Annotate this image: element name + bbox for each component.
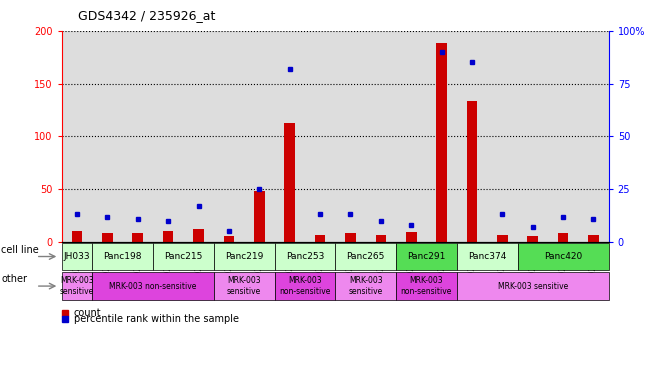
Text: Panc420: Panc420: [544, 252, 582, 261]
Bar: [457, 31, 487, 242]
Bar: [214, 243, 275, 270]
Bar: [396, 243, 457, 270]
Bar: [163, 231, 173, 242]
Bar: [62, 272, 92, 300]
Bar: [396, 31, 426, 242]
Bar: [214, 31, 244, 242]
Text: Panc291: Panc291: [408, 252, 445, 261]
Text: cell line: cell line: [1, 245, 39, 255]
Bar: [335, 243, 396, 270]
Text: MRK-003 non-sensitive: MRK-003 non-sensitive: [109, 281, 197, 291]
Text: GDS4342 / 235926_at: GDS4342 / 235926_at: [78, 9, 215, 22]
Text: MRK-003 sensitive: MRK-003 sensitive: [497, 281, 568, 291]
Bar: [133, 233, 143, 242]
Bar: [335, 31, 366, 242]
Bar: [184, 31, 214, 242]
Bar: [335, 272, 396, 300]
Bar: [467, 101, 477, 242]
Bar: [193, 229, 204, 242]
Text: Panc215: Panc215: [164, 252, 202, 261]
Bar: [62, 243, 92, 270]
Bar: [62, 31, 92, 242]
Bar: [527, 236, 538, 242]
Text: Panc219: Panc219: [225, 252, 263, 261]
Text: Panc374: Panc374: [468, 252, 506, 261]
Bar: [244, 31, 275, 242]
Text: percentile rank within the sample: percentile rank within the sample: [74, 314, 238, 324]
Bar: [275, 272, 335, 300]
Bar: [214, 272, 275, 300]
Bar: [345, 233, 355, 242]
Bar: [426, 31, 457, 242]
Bar: [589, 235, 599, 242]
Bar: [153, 31, 184, 242]
Bar: [102, 233, 113, 242]
Bar: [376, 235, 386, 242]
Bar: [497, 235, 508, 242]
Text: other: other: [1, 274, 27, 284]
Bar: [92, 272, 214, 300]
Bar: [315, 235, 326, 242]
Text: MRK-003
sensitive: MRK-003 sensitive: [348, 276, 383, 296]
Bar: [558, 233, 568, 242]
Bar: [275, 31, 305, 242]
Bar: [275, 243, 335, 270]
Bar: [548, 31, 578, 242]
Text: MRK-003
non-sensitive: MRK-003 non-sensitive: [279, 276, 331, 296]
Bar: [254, 191, 264, 242]
Bar: [396, 272, 457, 300]
Text: MRK-003
sensitive: MRK-003 sensitive: [227, 276, 261, 296]
Bar: [305, 31, 335, 242]
Bar: [224, 236, 234, 242]
Text: Panc253: Panc253: [286, 252, 324, 261]
Bar: [518, 243, 609, 270]
Bar: [457, 243, 518, 270]
Bar: [122, 31, 153, 242]
Text: Panc198: Panc198: [104, 252, 142, 261]
Bar: [92, 31, 122, 242]
Bar: [578, 31, 609, 242]
Bar: [406, 232, 417, 242]
Bar: [284, 122, 295, 242]
Bar: [518, 31, 548, 242]
Bar: [72, 231, 82, 242]
Bar: [487, 31, 518, 242]
Text: MRK-003
non-sensitive: MRK-003 non-sensitive: [401, 276, 452, 296]
Text: MRK-003
sensitive: MRK-003 sensitive: [60, 276, 94, 296]
Bar: [153, 243, 214, 270]
Bar: [366, 31, 396, 242]
Bar: [436, 43, 447, 242]
Text: JH033: JH033: [64, 252, 90, 261]
Text: Panc265: Panc265: [346, 252, 385, 261]
Bar: [457, 272, 609, 300]
Bar: [92, 243, 153, 270]
Text: count: count: [74, 308, 101, 318]
